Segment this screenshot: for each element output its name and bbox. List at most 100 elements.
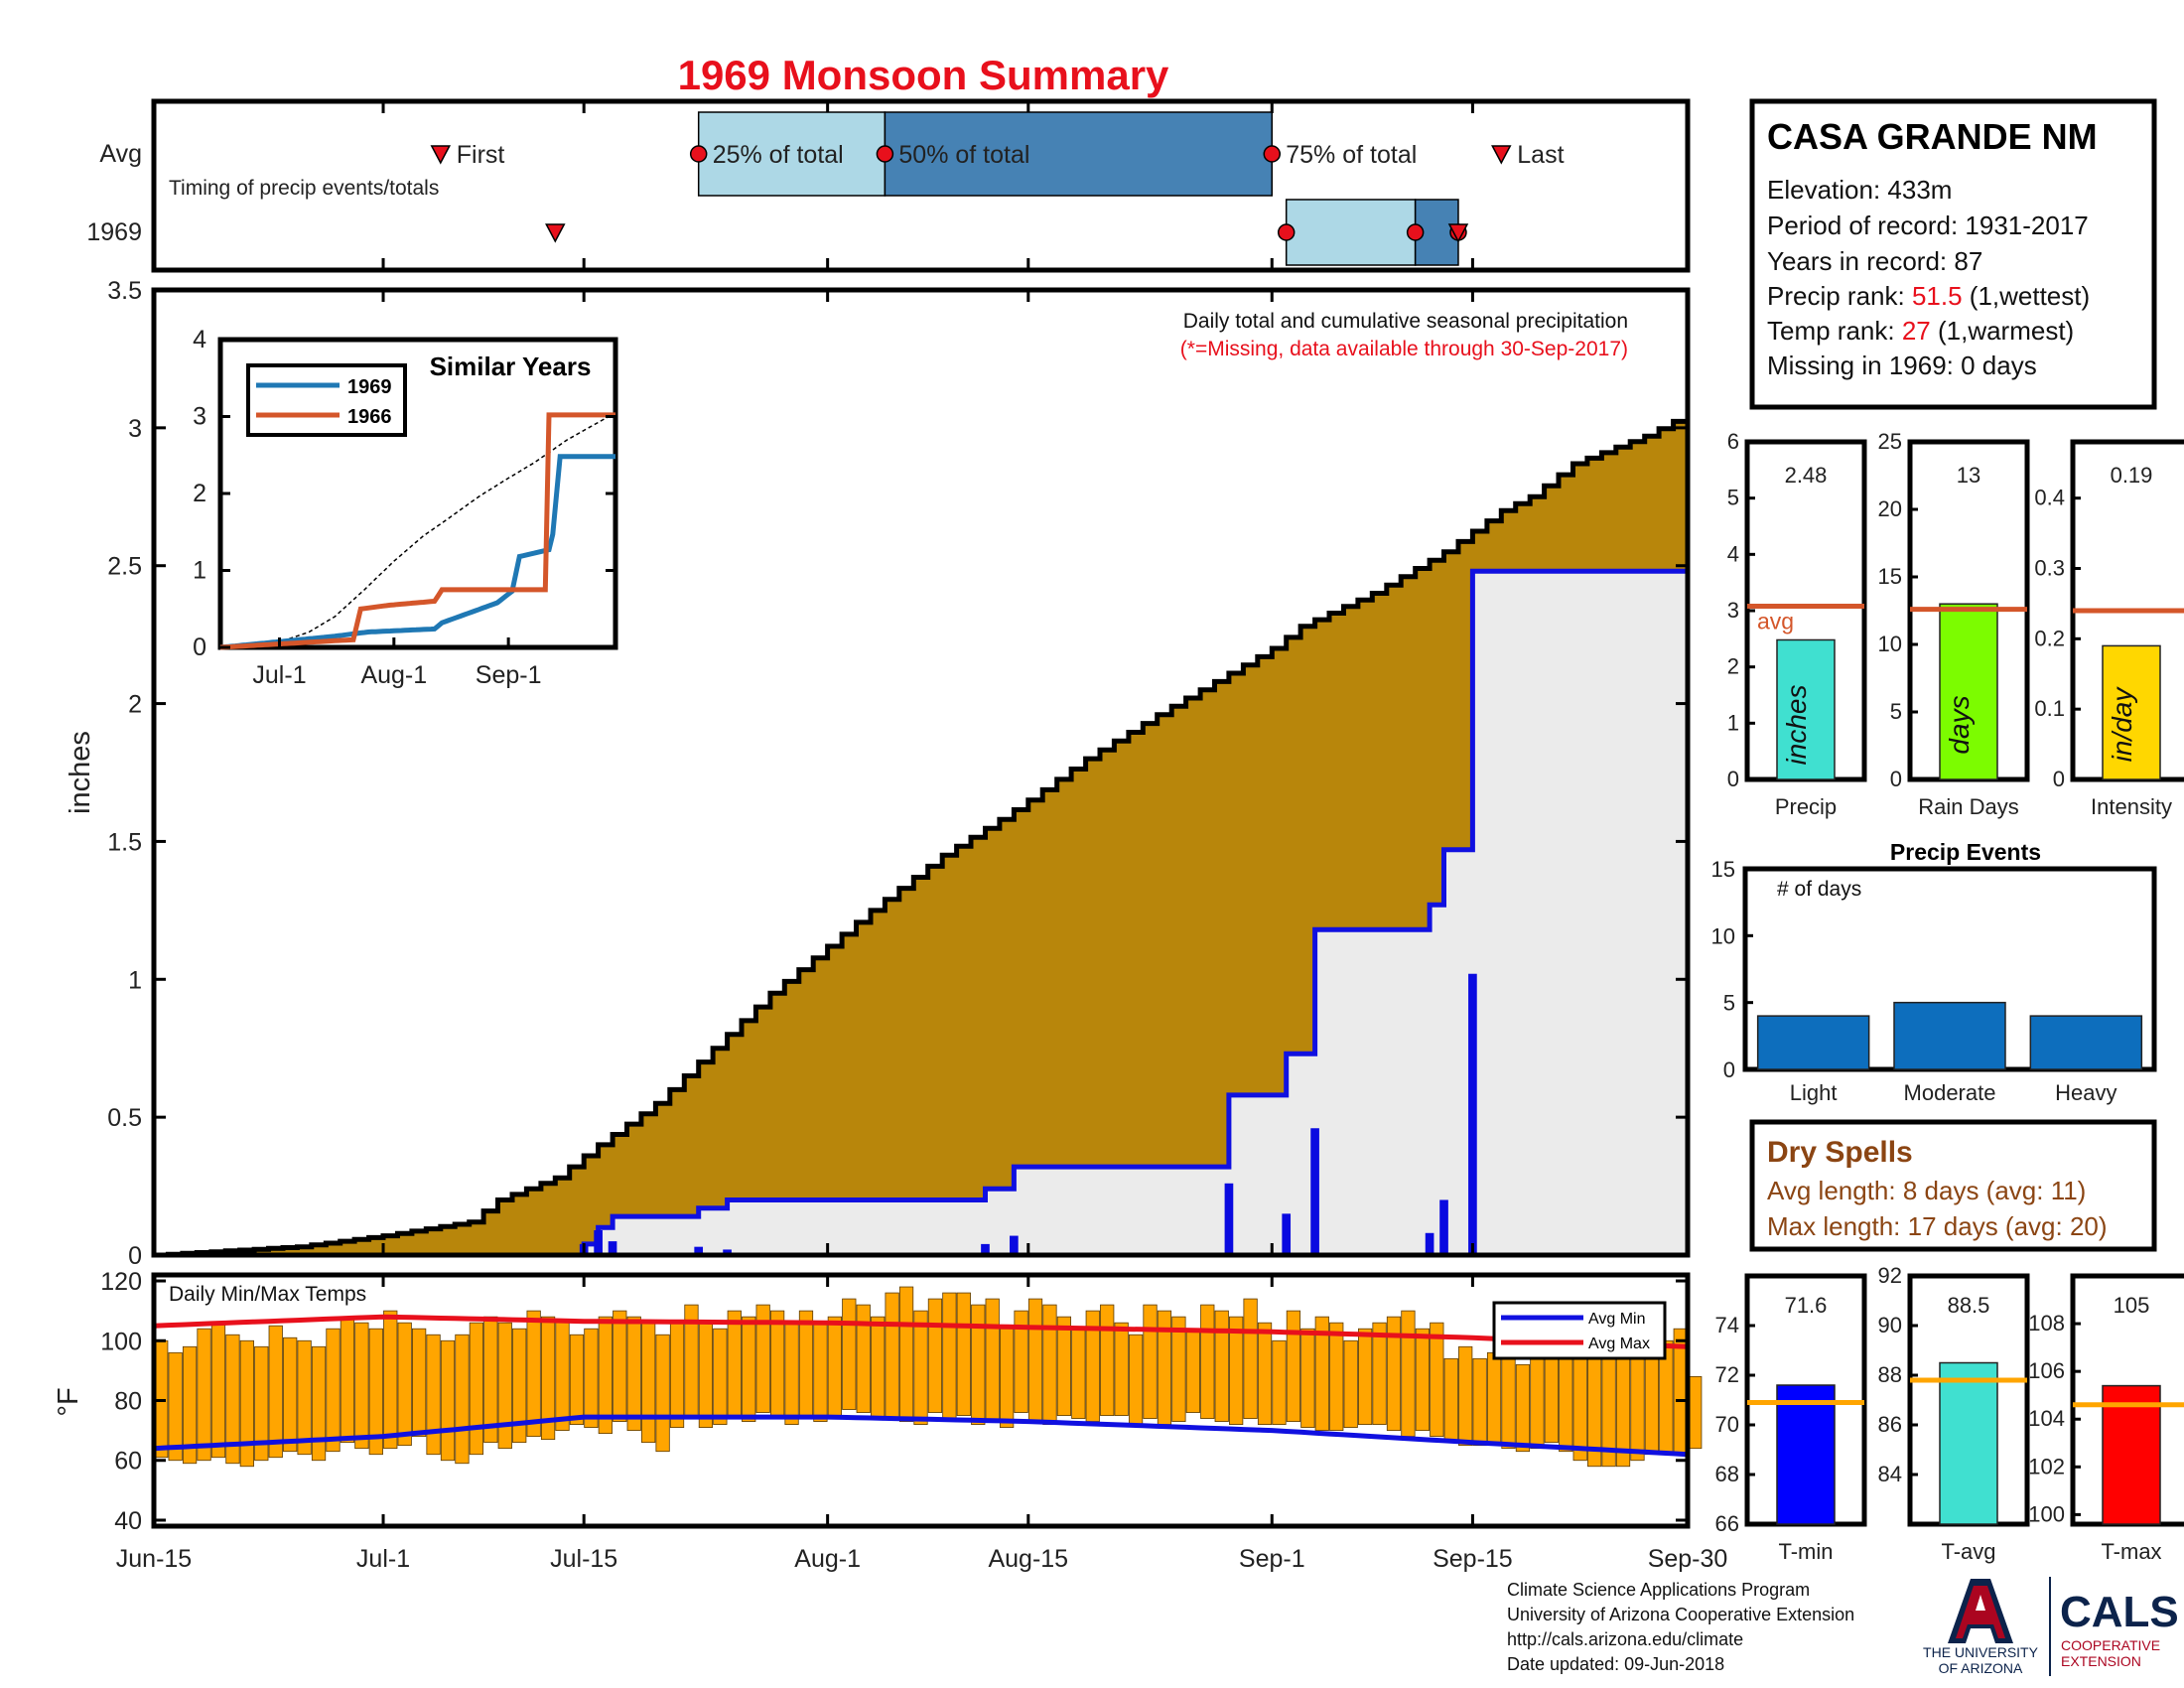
- avg-min-line: [153, 1414, 1689, 1458]
- daily-temp-bar: [1114, 1322, 1129, 1416]
- daily-temp-bar: [526, 1310, 541, 1438]
- timing-panel: Avg 1969 Timing of precip events/totals …: [86, 98, 1691, 273]
- temp-stat-ytick-label: 74: [1715, 1313, 1739, 1337]
- main-ylabel: inches: [65, 731, 96, 814]
- dry-spells-title: Dry Spells: [1767, 1136, 1913, 1169]
- temp-stat-bar-t-max: [2102, 1384, 2161, 1525]
- daily-precip-bar: [1010, 1235, 1019, 1255]
- temp-stat-ytick-label: 70: [1715, 1412, 1739, 1437]
- temp-ytick-label: 100: [100, 1328, 142, 1355]
- legend-label-avg-min: Avg Min: [1588, 1311, 1646, 1328]
- temp-stat-ytick-label: 84: [1878, 1462, 1902, 1486]
- station-years: Years in record: 87: [1767, 246, 1982, 276]
- daily-temp-bar: [168, 1351, 183, 1462]
- main-ytick-label: 0: [128, 1242, 142, 1270]
- daily-temp-bar: [913, 1310, 928, 1425]
- xtick-label: Jun-15: [116, 1545, 192, 1573]
- dry-spells-max-length: Max length: 17 days (avg: 20): [1767, 1211, 2108, 1241]
- temp-stat-value-label: 71.6: [1785, 1293, 1828, 1318]
- stat-ytick-label: 0: [2053, 767, 2065, 791]
- stat-ytick-label: 10: [1878, 632, 1902, 656]
- daily-temp-bar: [311, 1345, 327, 1462]
- daily-temp-bar: [1688, 1376, 1703, 1450]
- daily-temp-bar: [655, 1334, 670, 1453]
- daily-temp-bar: [956, 1292, 971, 1416]
- xtick-label: Jul-15: [550, 1545, 617, 1573]
- precip-events-chart: Precip Events # of days Light Moderate Hea…: [1711, 839, 2157, 1105]
- temp-stat-category-label: T-avg: [1941, 1539, 1995, 1564]
- stat-category-label: Intensity: [2091, 794, 2172, 819]
- daily-temp-bar: [412, 1328, 427, 1438]
- stat-unit-label: inches: [1781, 685, 1812, 766]
- main-ytick-label: 1: [128, 966, 142, 994]
- daily-temp-bar: [1458, 1345, 1473, 1447]
- stat-bar-days: [1939, 603, 1998, 780]
- daily-temp-bar: [827, 1316, 842, 1419]
- daily-temp-bar: [368, 1328, 383, 1456]
- daily-temp-bar: [1415, 1328, 1430, 1432]
- event-ytick-label: 10: [1711, 923, 1735, 948]
- daily-temp-bar: [1630, 1345, 1645, 1462]
- temp-stat-ytick-label: 66: [1715, 1511, 1739, 1536]
- first-label: First: [457, 141, 505, 169]
- daily-temp-bar: [1314, 1316, 1329, 1432]
- temp-ylabel: °F: [53, 1387, 84, 1416]
- timing-note: Timing of precip events/totals: [169, 177, 439, 200]
- timing-row-label-1969: 1969: [86, 218, 142, 246]
- stat-value-label: 13: [1957, 463, 1980, 488]
- daily-precip-bar: [694, 1246, 704, 1255]
- xtick-label: Aug-1: [794, 1545, 861, 1573]
- daily-temp-bar: [713, 1328, 728, 1425]
- daily-temp-bar: [397, 1322, 412, 1447]
- daily-temp-bar: [755, 1304, 770, 1413]
- inset-similar-years: 0 1 2 3 4 Jul-1 Aug-1 Sep-1 Similar Years 1969 …: [193, 326, 618, 689]
- temp-stat-value-label: 88.5: [1948, 1293, 1990, 1318]
- stat-ytick-label: 0.4: [2034, 486, 2065, 510]
- daily-temp-bar: [1214, 1310, 1229, 1422]
- daily-precip-bar: [1439, 1199, 1448, 1255]
- main-ytick-label: 3.5: [107, 277, 142, 305]
- daily-temp-bar: [455, 1334, 470, 1465]
- daily-temp-bar: [1372, 1322, 1387, 1425]
- daily-temp-bar: [340, 1316, 355, 1444]
- legend-label-1966: 1966: [347, 406, 392, 428]
- year-cumulative-fill: [154, 571, 1688, 1255]
- daily-temp-bar: [426, 1334, 441, 1456]
- university-logo: THE UNIVERSITY OF ARIZONA CALS COOPERATI…: [1923, 1577, 2179, 1676]
- xtick-label: Sep-15: [1433, 1545, 1513, 1573]
- avg-band-50-75: [884, 111, 1274, 197]
- daily-temp-bar: [268, 1325, 283, 1459]
- main-missing-note: (*=Missing, data available through 30-Se…: [1180, 338, 1628, 360]
- avg-max-line: [153, 1314, 1689, 1349]
- daily-temp-bar: [784, 1322, 799, 1425]
- stat-ytick-label: 15: [1878, 564, 1902, 589]
- main-ytick-label: 3: [128, 415, 142, 443]
- stat-ytick-label: 4: [1727, 541, 1739, 566]
- event-ytick-label: 5: [1723, 991, 1735, 1016]
- event-category-label: Heavy: [2055, 1080, 2116, 1105]
- daily-temp-bar: [1027, 1298, 1043, 1422]
- daily-temp-bar: [1056, 1316, 1072, 1416]
- stat-value-label: 2.48: [1785, 463, 1828, 488]
- stat-avg-label: avg: [1757, 608, 1794, 633]
- temp-ytick-label: 40: [114, 1507, 142, 1535]
- temp-legend: Avg Min Avg Max: [1492, 1301, 1667, 1360]
- daily-temp-bar: [1143, 1304, 1158, 1419]
- daily-temp-bar: [1386, 1316, 1402, 1432]
- daily-precip-bar: [1282, 1213, 1292, 1255]
- daily-temp-bar: [669, 1322, 685, 1429]
- inset-legend-box: [246, 363, 407, 437]
- inset-ytick-label: 4: [193, 326, 206, 353]
- stat-ytick-label: 6: [1727, 429, 1739, 454]
- event-bar-heavy: [2029, 1015, 2143, 1070]
- daily-temp-bar: [540, 1316, 556, 1441]
- daily-temp-bar: [842, 1298, 857, 1410]
- ua-name-line2: OF ARIZONA: [1939, 1660, 2023, 1676]
- daily-temp-bar: [1272, 1339, 1287, 1425]
- daily-temp-bar: [971, 1304, 986, 1425]
- stat-bar-inches: [1776, 638, 1836, 780]
- temperature-chart: Jun-15 Jul-1 Jul-15 Aug-1 Aug-15 Sep-1 Sep-15 S…: [53, 1268, 1727, 1573]
- daily-temp-bar: [1443, 1357, 1458, 1444]
- xtick-label: Sep-30: [1648, 1545, 1728, 1573]
